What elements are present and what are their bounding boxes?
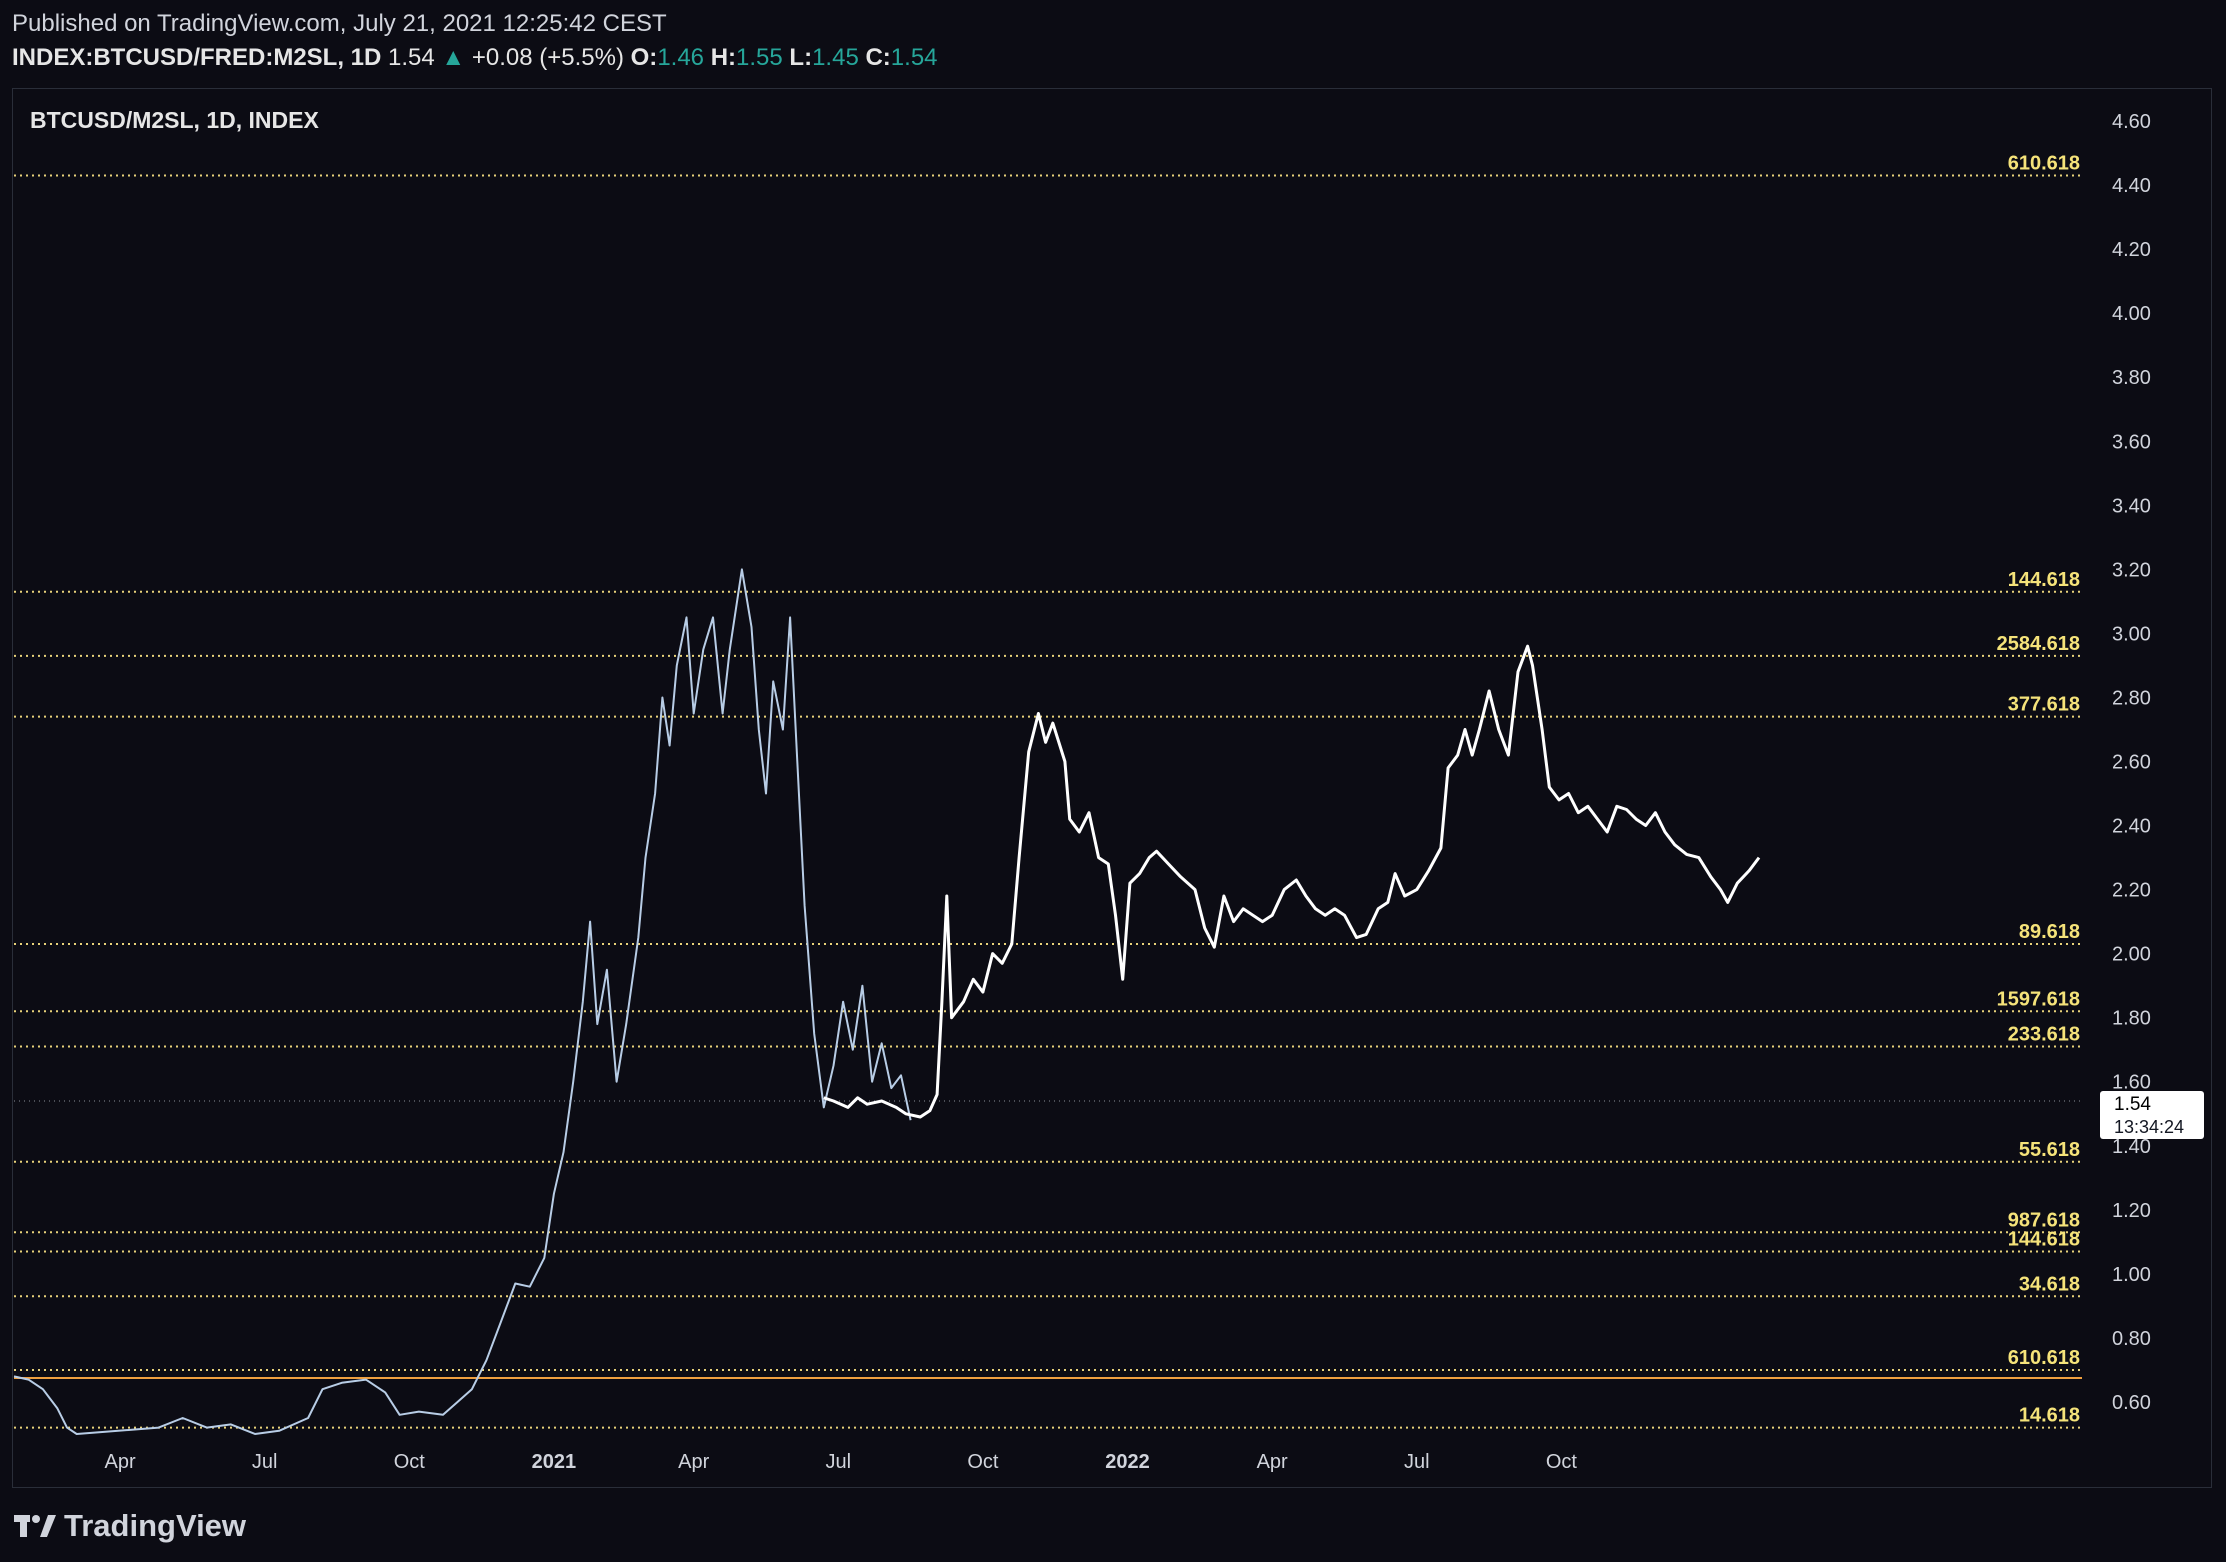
y-tick-label: 0.60 <box>2112 1392 2151 1414</box>
y-tick-label: 1.00 <box>2112 1264 2151 1286</box>
fib-level-label: 987.618 <box>2008 1209 2080 1231</box>
fib-level-label: 144.618 <box>2008 569 2080 591</box>
y-tick-label: 1.60 <box>2112 1072 2151 1094</box>
fib-level-label: 610.618 <box>2008 1347 2080 1369</box>
y-tick-label: 4.20 <box>2112 239 2151 261</box>
y-tick-label: 1.80 <box>2112 1008 2151 1030</box>
tradingview-logo[interactable]: TradingView <box>14 1508 246 1544</box>
fib-level-label: 89.618 <box>2019 921 2080 943</box>
y-tick-label: 3.40 <box>2112 495 2151 517</box>
chart-title: BTCUSD/M2SL, 1D, INDEX <box>30 107 319 133</box>
fib-level-label: 14.618 <box>2019 1405 2080 1427</box>
x-tick-label: Oct <box>394 1451 426 1473</box>
fib-level-label: 1597.618 <box>1997 988 2080 1010</box>
high-value: 1.55 <box>736 44 783 71</box>
fib-level-label: 233.618 <box>2008 1024 2080 1046</box>
last-value-tag-countdown: 13:34:24 <box>2114 1117 2184 1137</box>
y-tick-label: 3.00 <box>2112 623 2151 645</box>
x-tick-label: Apr <box>104 1451 135 1473</box>
last-value: 1.54 <box>388 44 435 71</box>
x-tick-label: Apr <box>678 1451 709 1473</box>
y-tick-label: 0.80 <box>2112 1328 2151 1350</box>
fib-level-label: 34.618 <box>2019 1273 2080 1295</box>
x-tick-label: 2021 <box>532 1451 577 1473</box>
open-value: 1.46 <box>657 44 705 71</box>
chart-panel[interactable] <box>12 88 2212 1488</box>
up-arrow-icon: ▲ <box>441 44 466 71</box>
x-tick-label: Jul <box>1404 1451 1430 1473</box>
open-label: O: <box>630 44 658 71</box>
y-tick-label: 4.60 <box>2112 111 2151 133</box>
y-tick-label: 2.40 <box>2112 816 2151 838</box>
fib-level-label: 610.618 <box>2008 152 2080 174</box>
y-tick-label: 1.20 <box>2112 1200 2151 1222</box>
x-tick-label: Jul <box>826 1451 852 1473</box>
brand-name: TradingView <box>64 1508 247 1543</box>
low-value: 1.45 <box>812 44 859 71</box>
close-label: C: <box>865 44 891 71</box>
x-tick-label: Jul <box>252 1451 278 1473</box>
fib-level-label: 377.618 <box>2008 694 2080 716</box>
last-value-tag-price: 1.54 <box>2114 1094 2151 1115</box>
y-tick-label: 2.80 <box>2112 687 2151 709</box>
y-tick-label: 4.00 <box>2112 303 2151 325</box>
y-tick-label: 4.40 <box>2112 175 2151 197</box>
low-label: L: <box>789 44 813 71</box>
x-tick-label: 2022 <box>1105 1451 1150 1473</box>
price-series-line[interactable] <box>13 568 912 1435</box>
y-tick-label: 1.40 <box>2112 1136 2151 1158</box>
y-tick-label: 3.60 <box>2112 431 2151 453</box>
symbol-legend: INDEX:BTCUSD/FRED:M2SL, 1D 1.54 ▲ +0.08 … <box>12 44 938 72</box>
x-tick-label: Apr <box>1257 1451 1288 1473</box>
fib-level-label: 2584.618 <box>1997 633 2080 655</box>
close-value: 1.54 <box>890 44 938 71</box>
y-tick-label: 3.20 <box>2112 559 2151 581</box>
symbol-name[interactable]: INDEX:BTCUSD/FRED:M2SL, 1D <box>12 44 382 71</box>
y-tick-label: 2.60 <box>2112 752 2151 774</box>
last-value-tag <box>2100 1090 2204 1139</box>
y-tick-label: 2.20 <box>2112 880 2151 902</box>
x-tick-label: Oct <box>967 1451 999 1473</box>
tradingview-logo-icon <box>14 1515 56 1537</box>
published-caption: Published on TradingView.com, July 21, 2… <box>12 10 667 37</box>
fib-level-label: 144.618 <box>2008 1228 2080 1250</box>
y-tick-label: 2.00 <box>2112 944 2151 966</box>
x-tick-label: Oct <box>1546 1451 1578 1473</box>
y-tick-label: 3.80 <box>2112 367 2151 389</box>
high-label: H: <box>710 44 737 71</box>
fib-level-label: 55.618 <box>2019 1139 2080 1161</box>
change-value: +0.08 (+5.5%) <box>471 44 624 71</box>
projection-series-line[interactable] <box>823 644 1761 1119</box>
